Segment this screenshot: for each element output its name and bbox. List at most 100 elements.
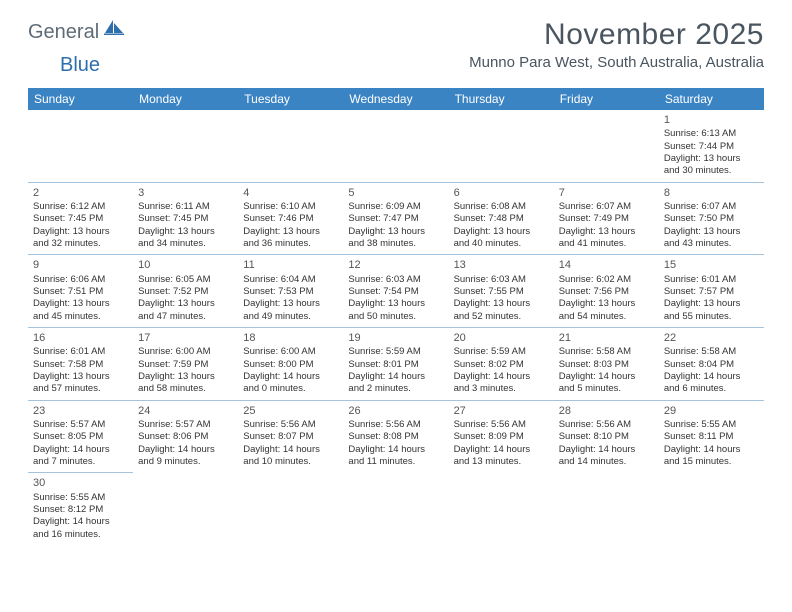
day-info-line: Daylight: 14 hours — [664, 444, 759, 456]
day-number: 24 — [138, 404, 233, 418]
calendar-cell — [554, 110, 659, 182]
day-info-line: Sunrise: 5:58 AM — [559, 346, 654, 358]
day-info-line: and 15 minutes. — [664, 456, 759, 468]
day-info-line: Sunset: 8:08 PM — [348, 431, 443, 443]
day-info-line: Daylight: 14 hours — [33, 444, 128, 456]
day-number: 27 — [454, 404, 549, 418]
calendar-cell: 13Sunrise: 6:03 AMSunset: 7:55 PMDayligh… — [449, 255, 554, 328]
day-info-line: Daylight: 14 hours — [454, 444, 549, 456]
calendar-cell: 24Sunrise: 5:57 AMSunset: 8:06 PMDayligh… — [133, 400, 238, 473]
logo-text-blue: Blue — [60, 54, 100, 76]
day-info-line: Daylight: 14 hours — [138, 444, 233, 456]
day-info-line: and 54 minutes. — [559, 311, 654, 323]
day-info-line: Sunset: 8:09 PM — [454, 431, 549, 443]
day-info-line: Daylight: 13 hours — [348, 226, 443, 238]
day-info-line: Sunrise: 5:56 AM — [348, 419, 443, 431]
calendar-cell — [133, 473, 238, 545]
day-info-line: Daylight: 13 hours — [33, 371, 128, 383]
day-info-line: and 57 minutes. — [33, 383, 128, 395]
day-number: 26 — [348, 404, 443, 418]
day-info-line: Daylight: 13 hours — [33, 226, 128, 238]
day-info-line: Sunrise: 6:05 AM — [138, 274, 233, 286]
day-number: 18 — [243, 331, 338, 345]
day-info-line: Daylight: 13 hours — [243, 298, 338, 310]
day-info-line: and 38 minutes. — [348, 238, 443, 250]
calendar-cell — [554, 473, 659, 545]
day-number: 7 — [559, 186, 654, 200]
day-info-line: Sunset: 7:51 PM — [33, 286, 128, 298]
logo-blue-row: Blue — [60, 55, 792, 76]
calendar-cell — [343, 473, 448, 545]
calendar-cell — [449, 110, 554, 182]
day-info-line: and 40 minutes. — [454, 238, 549, 250]
calendar-week: 9Sunrise: 6:06 AMSunset: 7:51 PMDaylight… — [28, 255, 764, 328]
month-title: November 2025 — [469, 18, 764, 52]
day-info-line: Sunset: 8:11 PM — [664, 431, 759, 443]
day-number: 21 — [559, 331, 654, 345]
day-number: 9 — [33, 258, 128, 272]
day-info-line: Daylight: 14 hours — [33, 516, 128, 528]
calendar-cell: 4Sunrise: 6:10 AMSunset: 7:46 PMDaylight… — [238, 182, 343, 255]
day-info-line: Daylight: 13 hours — [559, 226, 654, 238]
day-info-line: Sunrise: 6:07 AM — [559, 201, 654, 213]
day-info-line: Sunrise: 6:01 AM — [33, 346, 128, 358]
day-info-line: Sunrise: 6:02 AM — [559, 274, 654, 286]
calendar-cell: 15Sunrise: 6:01 AMSunset: 7:57 PMDayligh… — [659, 255, 764, 328]
logo-text-general: General — [28, 22, 99, 42]
day-info-line: Sunset: 8:04 PM — [664, 359, 759, 371]
calendar-cell: 5Sunrise: 6:09 AMSunset: 7:47 PMDaylight… — [343, 182, 448, 255]
day-info-line: Sunrise: 6:07 AM — [664, 201, 759, 213]
day-number: 11 — [243, 258, 338, 272]
day-info-line: and 11 minutes. — [348, 456, 443, 468]
calendar-week: 1Sunrise: 6:13 AMSunset: 7:44 PMDaylight… — [28, 110, 764, 182]
day-info-line: Sunset: 8:07 PM — [243, 431, 338, 443]
day-info-line: Sunrise: 6:13 AM — [664, 128, 759, 140]
calendar-cell: 22Sunrise: 5:58 AMSunset: 8:04 PMDayligh… — [659, 328, 764, 401]
calendar-cell: 18Sunrise: 6:00 AMSunset: 8:00 PMDayligh… — [238, 328, 343, 401]
calendar-cell: 9Sunrise: 6:06 AMSunset: 7:51 PMDaylight… — [28, 255, 133, 328]
calendar-cell: 8Sunrise: 6:07 AMSunset: 7:50 PMDaylight… — [659, 182, 764, 255]
day-info-line: Sunrise: 5:56 AM — [559, 419, 654, 431]
day-number: 14 — [559, 258, 654, 272]
day-info-line: Daylight: 13 hours — [559, 298, 654, 310]
calendar-week: 30Sunrise: 5:55 AMSunset: 8:12 PMDayligh… — [28, 473, 764, 545]
calendar-cell: 25Sunrise: 5:56 AMSunset: 8:07 PMDayligh… — [238, 400, 343, 473]
day-info-line: Sunset: 7:45 PM — [138, 213, 233, 225]
day-info-line: Sunset: 8:00 PM — [243, 359, 338, 371]
calendar-cell: 23Sunrise: 5:57 AMSunset: 8:05 PMDayligh… — [28, 400, 133, 473]
day-number: 15 — [664, 258, 759, 272]
day-info-line: Sunset: 7:45 PM — [33, 213, 128, 225]
calendar-cell: 20Sunrise: 5:59 AMSunset: 8:02 PMDayligh… — [449, 328, 554, 401]
calendar-cell: 10Sunrise: 6:05 AMSunset: 7:52 PMDayligh… — [133, 255, 238, 328]
day-number: 2 — [33, 186, 128, 200]
calendar-cell — [659, 473, 764, 545]
day-number: 30 — [33, 476, 128, 490]
calendar-cell: 12Sunrise: 6:03 AMSunset: 7:54 PMDayligh… — [343, 255, 448, 328]
calendar-cell: 30Sunrise: 5:55 AMSunset: 8:12 PMDayligh… — [28, 473, 133, 545]
day-number: 25 — [243, 404, 338, 418]
calendar-cell — [343, 110, 448, 182]
day-number: 22 — [664, 331, 759, 345]
day-info-line: Sunset: 8:10 PM — [559, 431, 654, 443]
calendar-cell: 14Sunrise: 6:02 AMSunset: 7:56 PMDayligh… — [554, 255, 659, 328]
day-info-line: and 45 minutes. — [33, 311, 128, 323]
day-info-line: Daylight: 14 hours — [348, 371, 443, 383]
day-info-line: Sunrise: 6:03 AM — [348, 274, 443, 286]
day-info-line: Sunset: 7:55 PM — [454, 286, 549, 298]
calendar-cell: 27Sunrise: 5:56 AMSunset: 8:09 PMDayligh… — [449, 400, 554, 473]
day-info-line: Sunset: 7:58 PM — [33, 359, 128, 371]
calendar-week: 2Sunrise: 6:12 AMSunset: 7:45 PMDaylight… — [28, 182, 764, 255]
day-info-line: and 47 minutes. — [138, 311, 233, 323]
calendar-cell: 1Sunrise: 6:13 AMSunset: 7:44 PMDaylight… — [659, 110, 764, 182]
day-info-line: Sunset: 8:02 PM — [454, 359, 549, 371]
day-info-line: Sunset: 7:59 PM — [138, 359, 233, 371]
day-info-line: and 32 minutes. — [33, 238, 128, 250]
day-info-line: Daylight: 13 hours — [138, 371, 233, 383]
day-info-line: Sunrise: 5:59 AM — [348, 346, 443, 358]
day-info-line: and 7 minutes. — [33, 456, 128, 468]
logo: General — [28, 18, 127, 45]
day-info-line: Sunrise: 5:56 AM — [243, 419, 338, 431]
day-info-line: Sunrise: 5:56 AM — [454, 419, 549, 431]
day-number: 20 — [454, 331, 549, 345]
day-info-line: Sunset: 8:03 PM — [559, 359, 654, 371]
